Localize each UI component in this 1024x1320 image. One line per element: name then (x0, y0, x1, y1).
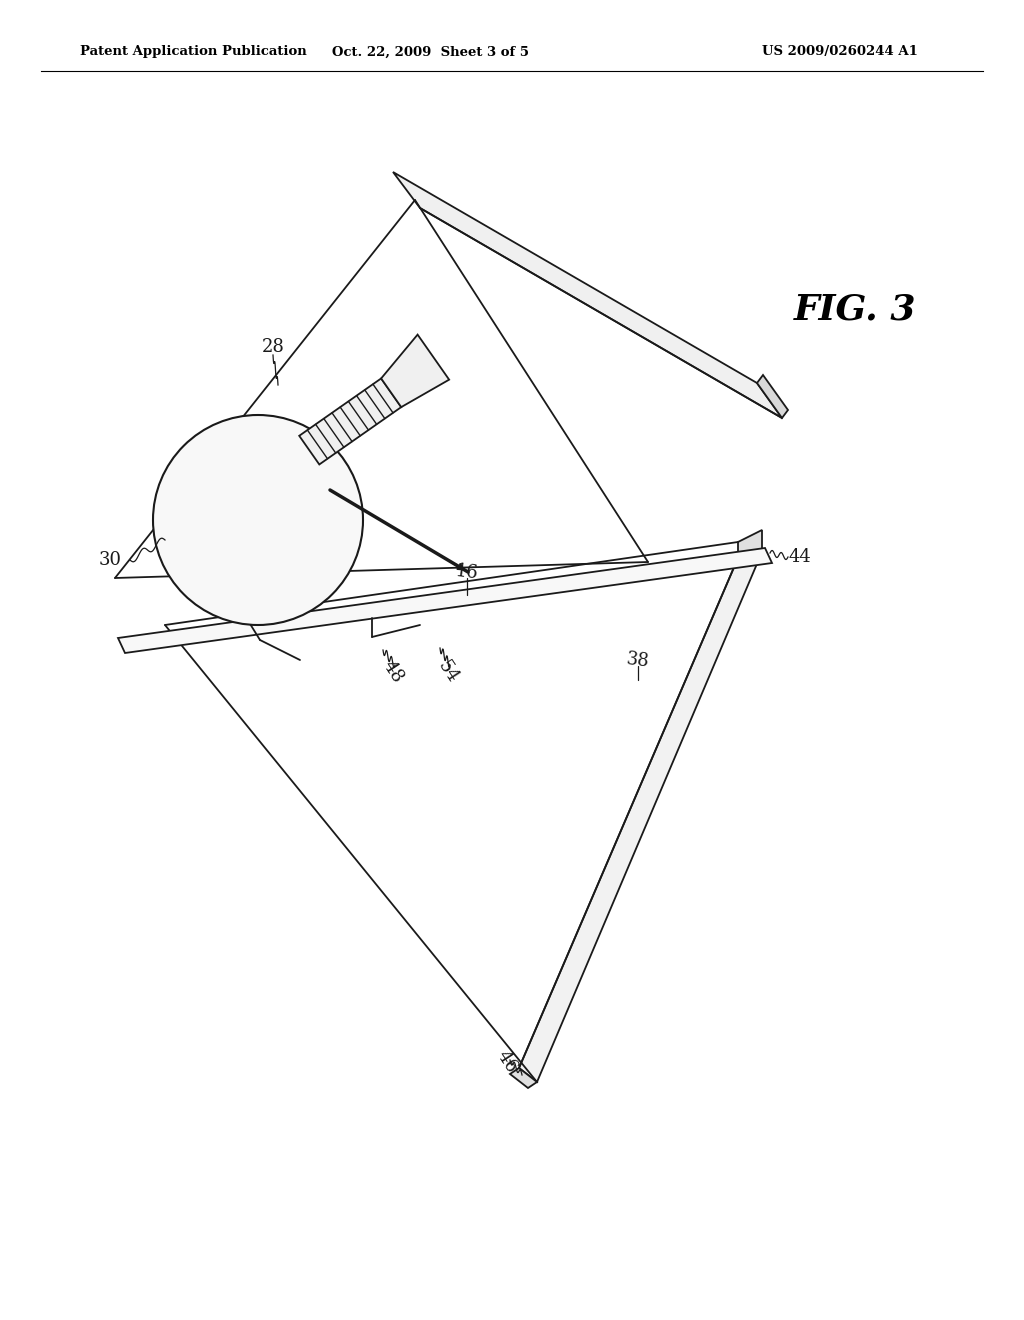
Text: FIG. 3: FIG. 3 (794, 293, 916, 327)
Text: Oct. 22, 2009  Sheet 3 of 5: Oct. 22, 2009 Sheet 3 of 5 (332, 45, 528, 58)
Text: Patent Application Publication: Patent Application Publication (80, 45, 307, 58)
Polygon shape (381, 334, 450, 407)
Text: 16: 16 (455, 562, 479, 582)
Text: 30: 30 (98, 550, 122, 569)
Polygon shape (118, 548, 772, 653)
Text: 44: 44 (788, 548, 811, 566)
Circle shape (153, 414, 362, 624)
Polygon shape (299, 379, 401, 465)
Text: 38: 38 (626, 649, 650, 671)
Text: US 2009/0260244 A1: US 2009/0260244 A1 (762, 45, 918, 58)
Text: 54: 54 (434, 657, 462, 686)
Text: 48: 48 (379, 657, 407, 686)
Polygon shape (510, 1068, 537, 1088)
Polygon shape (757, 375, 788, 418)
Polygon shape (393, 172, 782, 418)
Polygon shape (519, 552, 762, 1082)
Text: 46: 46 (494, 1048, 521, 1077)
Polygon shape (738, 531, 762, 558)
Text: 28: 28 (261, 338, 285, 356)
